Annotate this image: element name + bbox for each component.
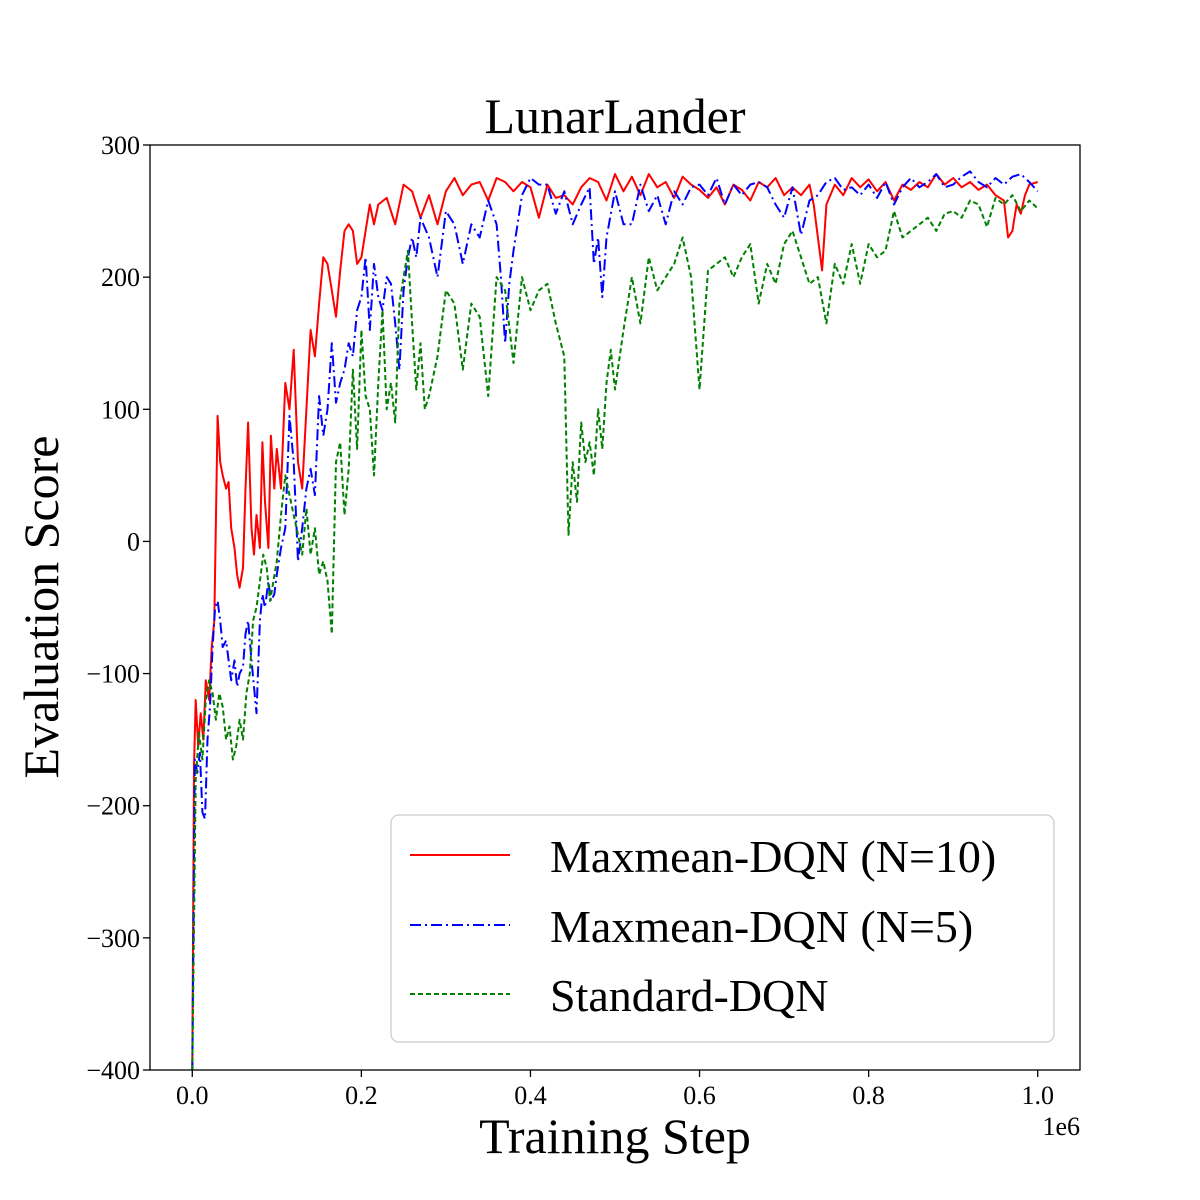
- y-tick-label: −300: [86, 924, 140, 953]
- x-tick-label: 0.4: [514, 1081, 547, 1110]
- y-tick-label: 0: [127, 527, 140, 556]
- legend: Maxmean-DQN (N=10) Maxmean-DQN (N=5) Sta…: [390, 814, 1055, 1043]
- x-tick-label: 0.8: [852, 1081, 885, 1110]
- y-tick-label: 200: [101, 263, 140, 292]
- chart-title: LunarLander: [485, 88, 746, 144]
- x-axis-label: Training Step: [479, 1108, 751, 1164]
- legend-label-maxmean-n10: Maxmean-DQN (N=10): [550, 831, 996, 882]
- y-axis-label: Evaluation Score: [13, 436, 69, 779]
- series-line-0: [191, 173, 1038, 1071]
- y-tick-label: −100: [86, 660, 140, 689]
- y-axis: −400 −300 −200 −100 0 100 200 300: [86, 131, 150, 1085]
- series-line-1: [191, 170, 1039, 1071]
- legend-label-standard-dqn: Standard-DQN: [550, 970, 829, 1021]
- series-layer: [191, 170, 1039, 1071]
- x-tick-label: 0.2: [345, 1081, 378, 1110]
- y-tick-label: 300: [101, 131, 140, 160]
- y-tick-label: −200: [86, 792, 140, 821]
- x-tick-label: 1.0: [1021, 1081, 1054, 1110]
- y-tick-label: −400: [86, 1056, 140, 1085]
- y-tick-label: 100: [101, 395, 140, 424]
- x-axis-offset-label: 1e6: [1042, 1112, 1080, 1141]
- series-line-2: [191, 194, 1039, 1071]
- legend-box: [390, 814, 1055, 1043]
- x-axis: 0.0 0.2 0.4 0.6 0.8 1.0: [176, 1070, 1054, 1110]
- x-tick-label: 0.6: [683, 1081, 716, 1110]
- plot-frame: [149, 144, 1081, 1071]
- legend-label-maxmean-n5: Maxmean-DQN (N=5): [550, 901, 973, 952]
- x-tick-label: 0.0: [176, 1081, 209, 1110]
